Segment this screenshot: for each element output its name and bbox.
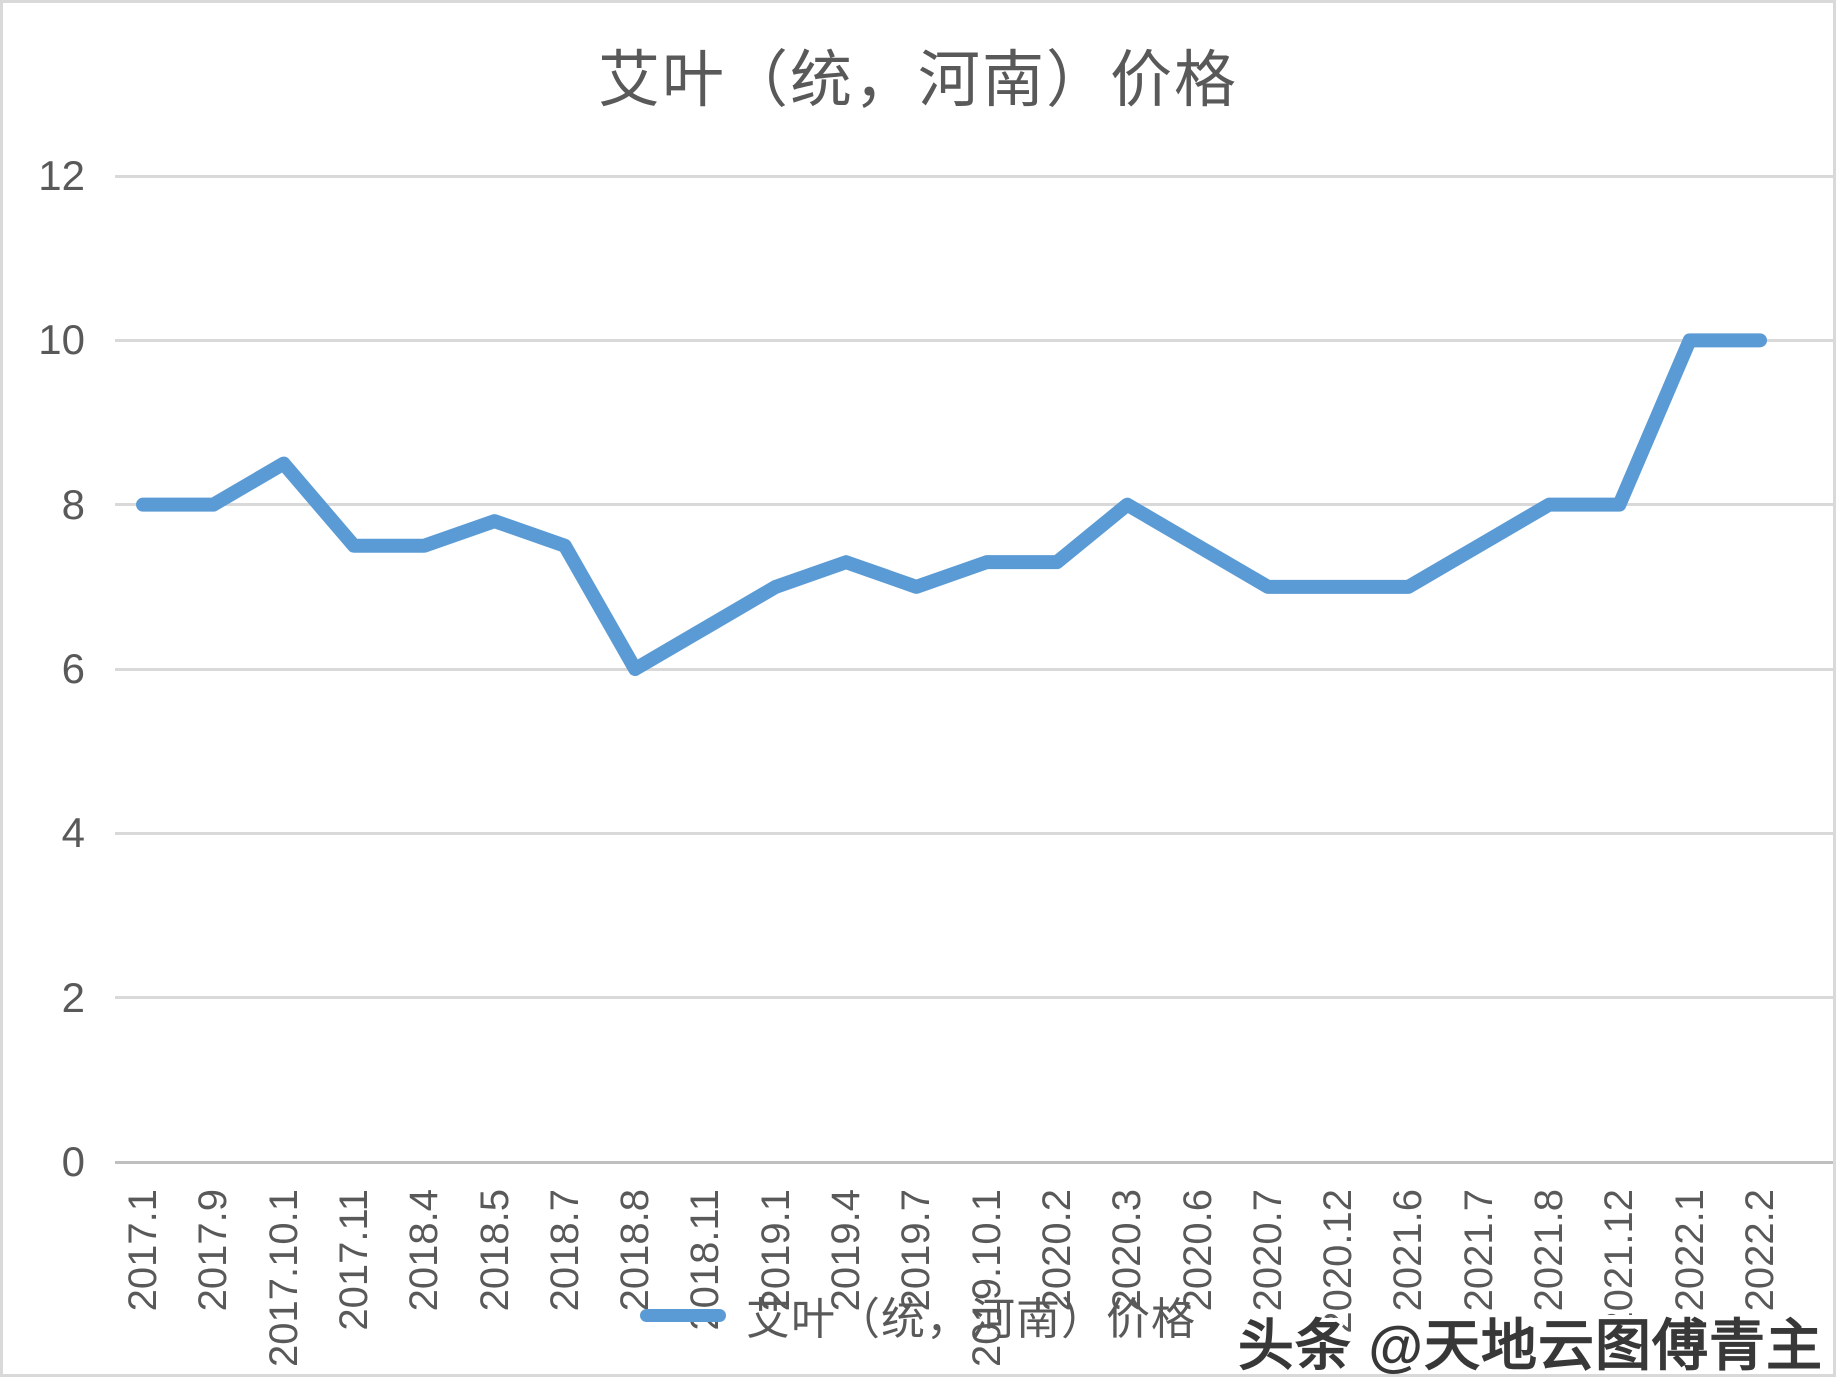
x-tick-label: 2022.2 [1738, 1189, 1782, 1312]
x-tick-label: 2017.10.1 [261, 1189, 306, 1367]
x-tick-label: 2021.8 [1527, 1189, 1572, 1312]
y-tick-label-2: 2 [61, 973, 85, 1021]
watermark-text: 头条 @天地云图傅青主 [1237, 1314, 1823, 1377]
y-tick-label-12: 12 [38, 152, 85, 199]
x-tick-label: 2018.5 [472, 1189, 517, 1312]
x-tick-label: 2018.4 [402, 1189, 447, 1312]
gridline-8 [115, 503, 1833, 507]
x-tick-label: 2018.7 [542, 1189, 587, 1312]
chart-title: 艾叶（统，河南）价格 [597, 47, 1238, 115]
x-tick-label: 2021.7 [1456, 1189, 1501, 1312]
gridline-4 [115, 831, 1833, 835]
y-tick-label-4: 4 [61, 809, 85, 857]
x-tick-label: 2021.6 [1386, 1189, 1431, 1312]
gridline-10 [115, 338, 1833, 342]
gridline-0 [115, 1160, 1833, 1164]
line-series-svg [136, 333, 1767, 676]
gridline-2 [115, 996, 1833, 1000]
y-tick-label-8: 8 [61, 480, 85, 528]
y-tick-label-10: 10 [38, 316, 85, 364]
y-tick-label-6: 6 [61, 645, 85, 692]
x-tick-label: 2022.1 [1667, 1189, 1712, 1312]
legend: 艾叶（统，河南）价格 [640, 1283, 1196, 1347]
x-tick-label: 2017.1 [121, 1189, 165, 1312]
y-tick-label-0: 0 [61, 1138, 85, 1185]
gridline-12 [115, 174, 1833, 178]
x-tick-label: 2020.7 [1245, 1189, 1290, 1312]
x-tick-label: 2017.11 [331, 1189, 376, 1331]
legend-line-swatch [640, 1308, 726, 1322]
legend-label: 艾叶（统，河南）价格 [746, 1295, 1196, 1344]
gridline-6 [115, 667, 1833, 671]
x-tick-label: 2017.9 [191, 1189, 236, 1312]
